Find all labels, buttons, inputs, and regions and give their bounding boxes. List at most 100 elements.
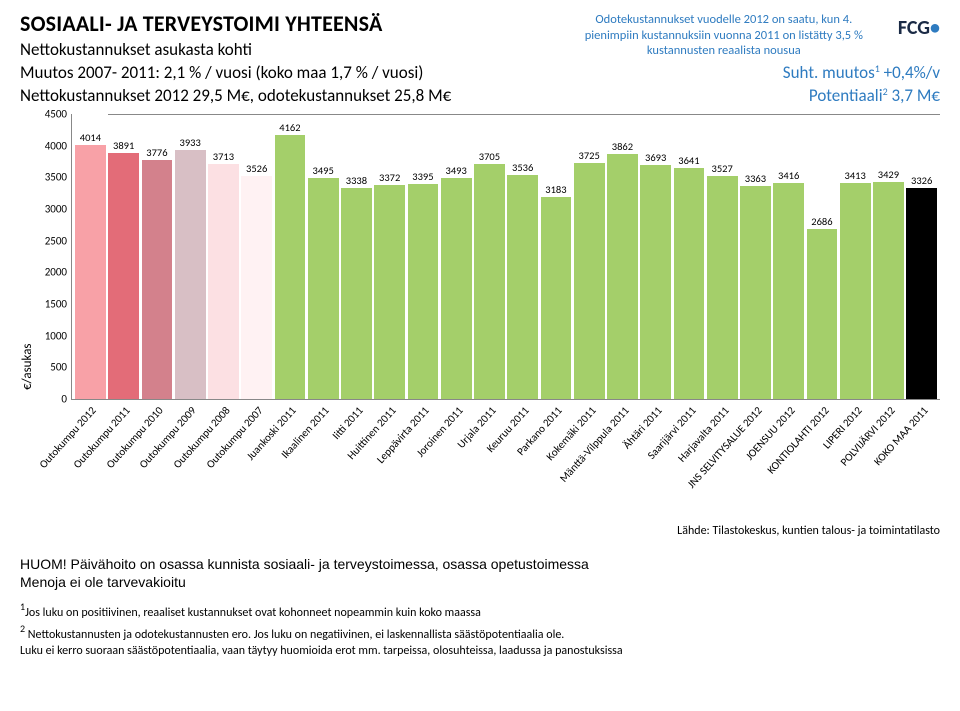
summary-right: Potentiaali2 3,7 M€	[809, 85, 940, 106]
bar-value-label: 3933	[180, 136, 201, 149]
bar-value-label: 3395	[412, 170, 433, 183]
callout-line: Odotekustannukset vuodelle 2012 on saatu…	[595, 12, 852, 27]
x-label-slot: Mänttä-Vilppula 2011	[607, 400, 638, 520]
bar	[441, 178, 472, 399]
bar	[906, 188, 937, 399]
footnote-1: 1Jos luku on positiivinen, reaaliset kus…	[20, 605, 940, 621]
bar-value-label: 3183	[545, 183, 566, 196]
bar-value-label: 3693	[645, 151, 666, 164]
bar-slot: 3372	[374, 114, 405, 399]
x-labels: Outokumpu 2012Outokumpu 2011Outokumpu 20…	[71, 400, 940, 520]
bar-value-label: 3338	[346, 174, 367, 187]
subtitle: Nettokustannukset asukasta kohti	[20, 39, 554, 60]
summary-right-a: Potentiaali	[809, 85, 883, 106]
bar	[474, 164, 505, 399]
callout-line: pienimpiin kustannuksiin vuonna 2011 on …	[585, 28, 863, 43]
bar	[740, 186, 771, 399]
summary-right-sup: 2	[883, 85, 888, 98]
bar	[873, 182, 904, 399]
bar-value-label: 3416	[778, 169, 799, 182]
chart-wrap: €/asukas 0500100015002000250030003500400…	[20, 114, 940, 520]
logo-text: FCG	[898, 16, 930, 40]
footnote-text: Luku ei kerro suoraan säästöpotentiaalia…	[20, 644, 623, 658]
bar-value-label: 3326	[911, 174, 932, 187]
y-tick-label: 0	[61, 393, 67, 406]
page: SOSIAALI- JA TERVEYSTOIMI YHTEENSÄ Netto…	[0, 0, 960, 711]
footnote-text: Jos luku on positiivinen, reaaliset kust…	[25, 606, 481, 620]
footnotes: 1Jos luku on positiivinen, reaaliset kus…	[20, 605, 940, 660]
footnote-sup: 2	[20, 622, 25, 635]
bar	[773, 183, 804, 399]
note-line: Menoja ei ole tarvevakioitu	[20, 574, 186, 590]
bar-slot: 3413	[840, 114, 871, 399]
bar-slot: 3641	[674, 114, 705, 399]
bar-value-label: 2686	[811, 215, 832, 228]
bar-slot: 3862	[607, 114, 638, 399]
bar	[341, 188, 372, 399]
callout-text: Odotekustannukset vuodelle 2012 on saatu…	[564, 12, 884, 59]
bar-value-label: 3862	[612, 140, 633, 153]
bar	[840, 183, 871, 399]
footnote-sup: 1	[20, 600, 25, 613]
bar-value-label: 3725	[579, 149, 600, 162]
bar-value-label: 4162	[279, 121, 300, 134]
bar-slot: 4162	[275, 114, 306, 399]
bar-slot: 3526	[241, 114, 272, 399]
bar-slot: 3725	[574, 114, 605, 399]
y-tick-label: 500	[50, 361, 67, 374]
bar-slot: 3338	[341, 114, 372, 399]
x-label-slot: KONTIOLAHTI 2012	[806, 400, 837, 520]
bar-value-label: 3429	[878, 168, 899, 181]
bar-slot: 3527	[707, 114, 738, 399]
bar	[75, 145, 106, 399]
bar-value-label: 3641	[678, 154, 699, 167]
bar	[640, 165, 671, 399]
bar	[208, 164, 239, 399]
y-tick-label: 3500	[45, 171, 67, 184]
bar-value-label: 3495	[313, 164, 334, 177]
bar-value-label: 3363	[745, 172, 766, 185]
bar-slot: 4014	[75, 114, 106, 399]
bar-value-label: 3536	[512, 161, 533, 174]
x-label-slot: Keuruu 2011	[507, 400, 538, 520]
y-axis-label: €/asukas	[20, 114, 35, 520]
bar-slot: 3416	[773, 114, 804, 399]
bar	[541, 197, 572, 399]
note-block: HUOM! Päivähoito on osassa kunnista sosi…	[20, 556, 940, 591]
y-tick-label: 4000	[45, 139, 67, 152]
bar-slot: 2686	[807, 114, 838, 399]
y-ticks: 050010001500200025003000350040004500	[35, 114, 71, 399]
source-text: Lähde: Tilastokeskus, kuntien talous- ja…	[20, 524, 940, 538]
bar	[707, 176, 738, 399]
summary-line-1: Muutos 2007- 2011: 2,1 % / vuosi (koko m…	[20, 62, 940, 83]
bar	[574, 163, 605, 399]
bar-value-label: 4014	[80, 131, 101, 144]
bar-slot: 3536	[507, 114, 538, 399]
bar	[607, 154, 638, 399]
bar-value-label: 3527	[712, 162, 733, 175]
plot-area: 4014389137763933371335264162349533383372…	[71, 114, 940, 400]
callout-line: kustannusten reaalista nousua	[647, 43, 801, 58]
bar-value-label: 3776	[146, 146, 167, 159]
y-tick-label: 4500	[45, 108, 67, 121]
bar	[308, 178, 339, 399]
y-tick-label: 2000	[45, 266, 67, 279]
x-label-slot: Leppävirta 2011	[407, 400, 438, 520]
bar	[674, 168, 705, 399]
note-line: HUOM! Päivähoito on osassa kunnista sosi…	[20, 556, 589, 572]
bar-slot: 3705	[474, 114, 505, 399]
bar	[507, 175, 538, 399]
bar-slot: 3891	[108, 114, 139, 399]
x-label-slot: Joroinen 2011	[440, 400, 471, 520]
bar-slot: 3183	[541, 114, 572, 399]
bar	[275, 135, 306, 399]
chart: 050010001500200025003000350040004500 401…	[35, 114, 940, 520]
bar	[374, 185, 405, 399]
summary-right: Suht. muutos1 +0,4%/v	[783, 62, 940, 83]
footnote-text: Nettokustannusten ja odotekustannusten e…	[25, 628, 564, 642]
bar	[408, 184, 439, 399]
bar-slot: 3933	[175, 114, 206, 399]
header-row: SOSIAALI- JA TERVEYSTOIMI YHTEENSÄ Netto…	[20, 10, 940, 60]
summary-right-sup: 1	[875, 62, 880, 75]
x-label: Outokumpu 2012	[37, 404, 99, 471]
